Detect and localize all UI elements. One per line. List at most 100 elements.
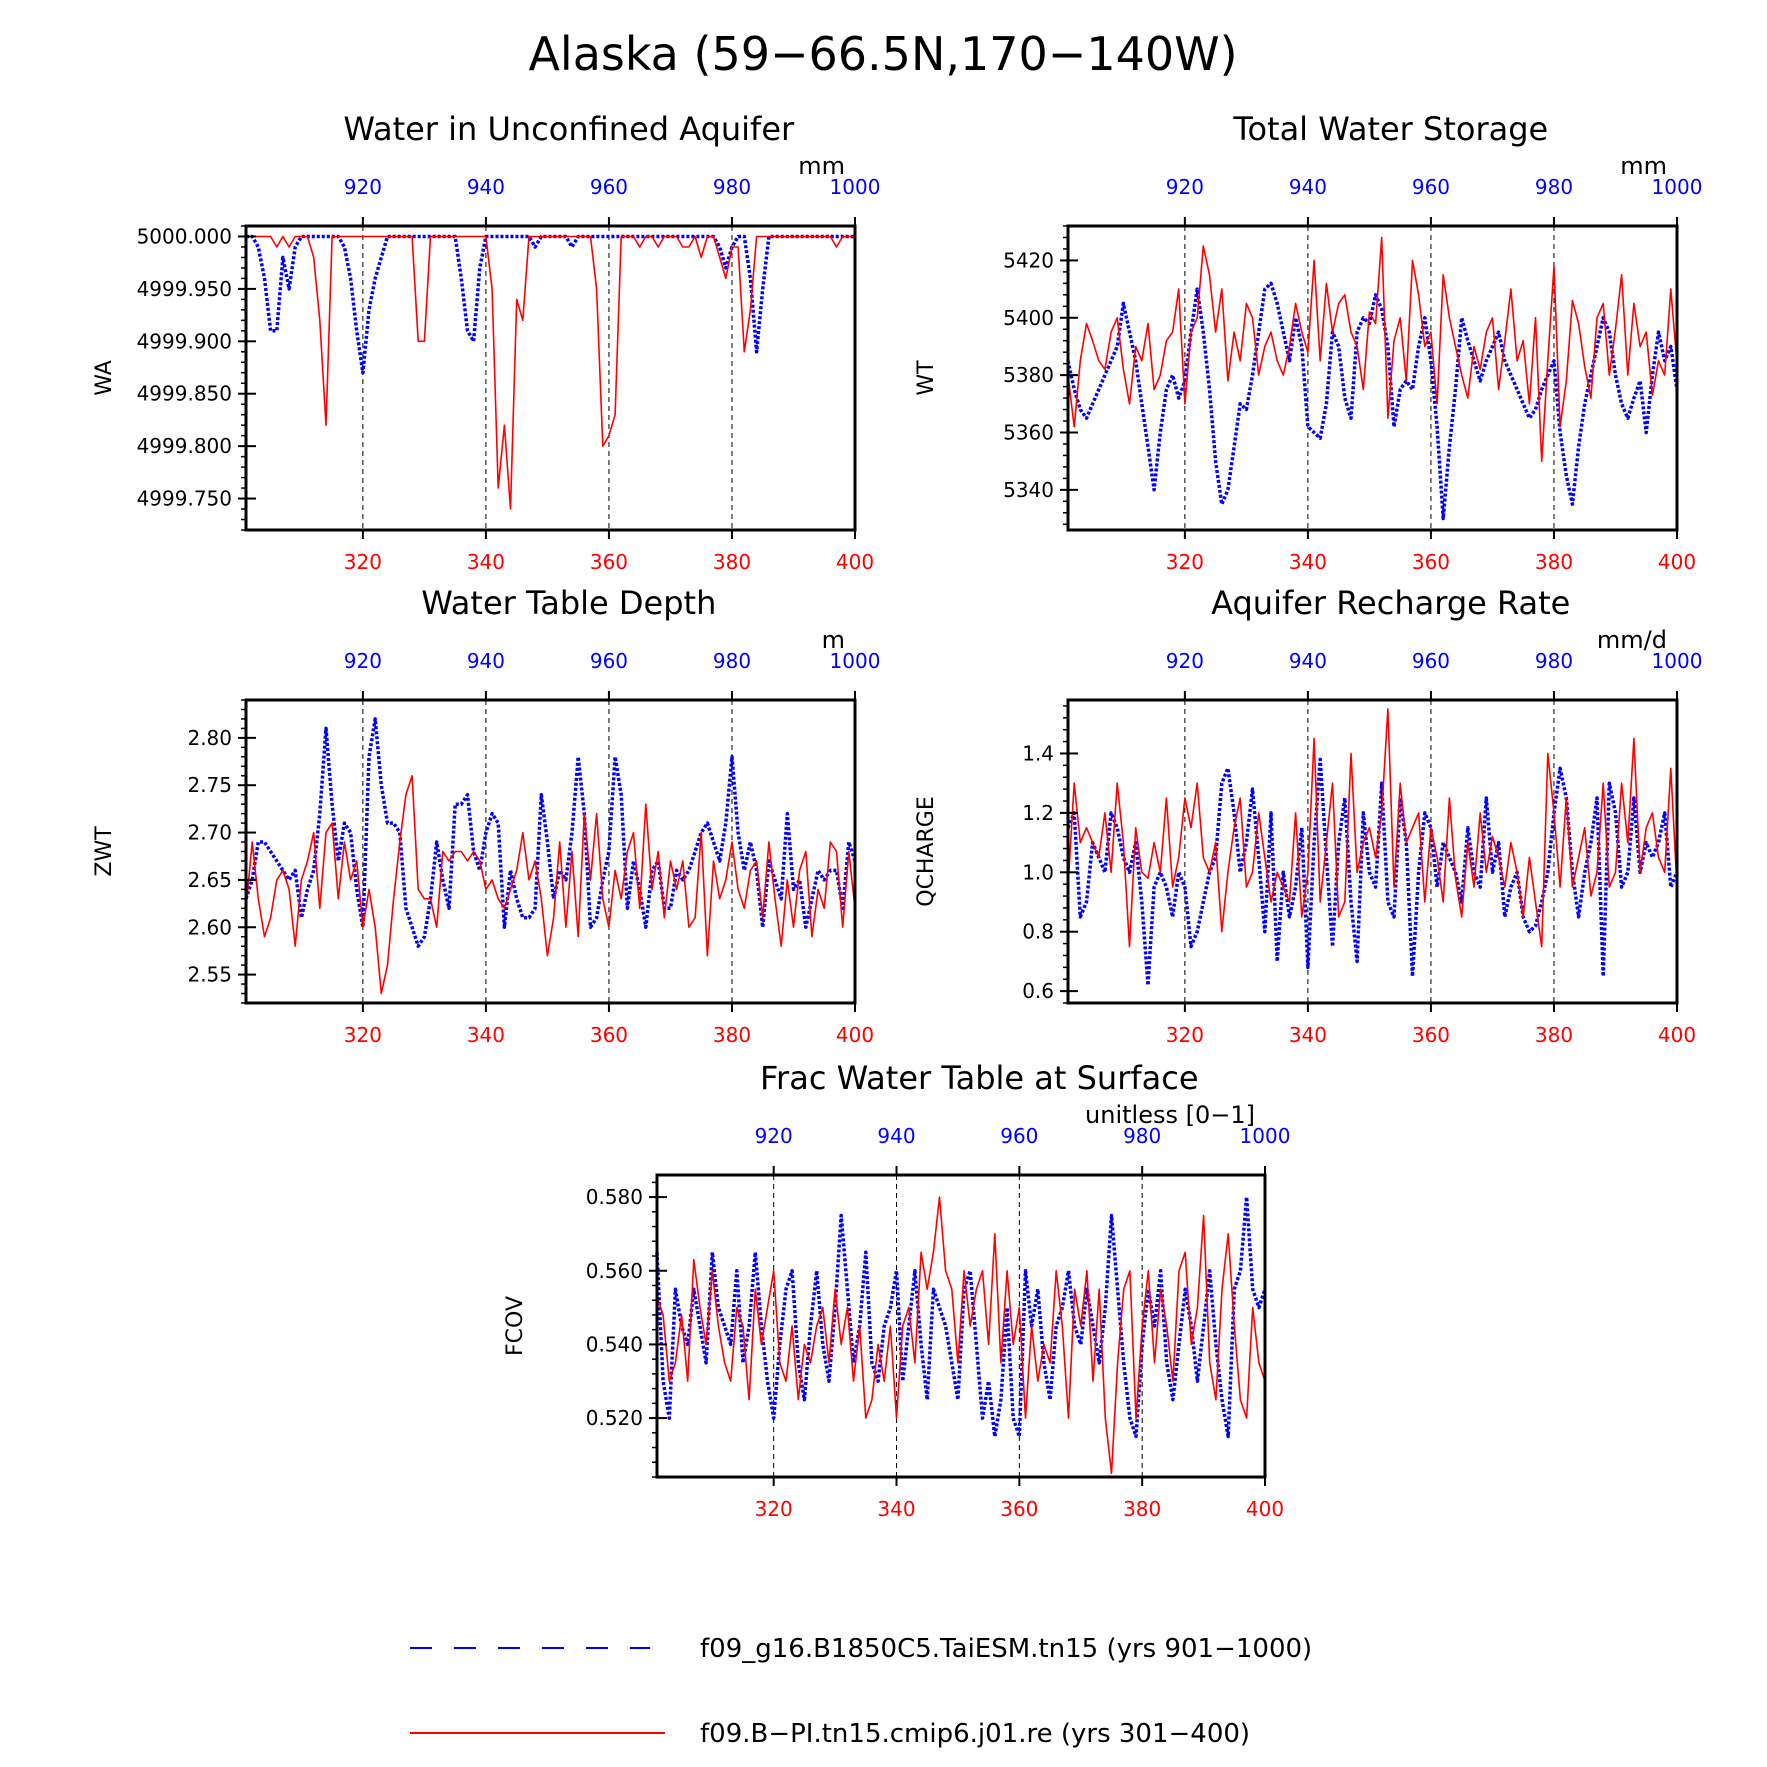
legend-case-label: f09_g16.B1850C5.TaiESM.tn15 (yrs 901−100… bbox=[700, 1634, 1312, 1664]
y-axis-label: QCHARGE bbox=[914, 796, 939, 907]
legend: f09_g16.B1850C5.TaiESM.tn15 (yrs 901−100… bbox=[410, 1634, 1312, 1749]
y-axis-label: WA bbox=[92, 360, 117, 396]
x-bottom-tick-label: 340 bbox=[1289, 1023, 1327, 1047]
y-axis-label: ZWT bbox=[92, 826, 117, 877]
y-tick-label: 4999.800 bbox=[137, 434, 232, 458]
base-series-line bbox=[656, 1196, 1266, 1475]
x-bottom-tick-label: 380 bbox=[713, 550, 751, 574]
x-top-tick-label: 960 bbox=[1000, 1124, 1038, 1148]
x-bottom-tick-label: 320 bbox=[344, 1023, 382, 1047]
units-label: m bbox=[822, 626, 845, 654]
x-bottom-tick-label: 340 bbox=[1289, 550, 1327, 574]
x-bottom-tick-label: 340 bbox=[467, 550, 505, 574]
y-tick-label: 2.55 bbox=[187, 963, 232, 987]
y-axis-label: WT bbox=[914, 360, 939, 396]
panel-title: Water in Unconfined Aquifer bbox=[343, 110, 795, 148]
x-bottom-tick-label: 360 bbox=[1412, 550, 1450, 574]
base-series-line bbox=[1067, 708, 1678, 948]
x-bottom-tick-label: 320 bbox=[1166, 1023, 1204, 1047]
plot-frame bbox=[244, 698, 857, 1005]
x-top-tick-label: 1000 bbox=[830, 649, 881, 673]
y-tick-label: 5360 bbox=[1003, 420, 1054, 444]
units-label: mm bbox=[798, 152, 845, 180]
y-tick-label: 4999.900 bbox=[137, 329, 232, 353]
x-bottom-tick-label: 340 bbox=[877, 1497, 915, 1521]
x-top-tick-label: 960 bbox=[1412, 649, 1450, 673]
panel-water-in-unconfined-aquifer: 4999.750 4999.800 4999.850 4999.900 4999.950… bbox=[92, 110, 880, 574]
units-label: mm bbox=[1620, 152, 1667, 180]
y-tick-label: 4999.950 bbox=[137, 277, 232, 301]
y-tick-label: 0.520 bbox=[586, 1406, 643, 1430]
x-bottom-tick-label: 400 bbox=[836, 1023, 874, 1047]
figure-title: Alaska (59−66.5N,170−140W) bbox=[528, 27, 1237, 81]
panel-title: Water Table Depth bbox=[421, 584, 716, 622]
panel-title: Frac Water Table at Surface bbox=[760, 1059, 1199, 1097]
x-top-tick-label: 960 bbox=[1412, 175, 1450, 199]
base-series-line bbox=[1067, 236, 1678, 463]
x-top-tick-label: 980 bbox=[1123, 1124, 1161, 1148]
x-top-tick-label: 920 bbox=[344, 175, 382, 199]
y-tick-label: 5400 bbox=[1003, 306, 1054, 330]
panel-title: Aquifer Recharge Rate bbox=[1211, 584, 1570, 622]
plot-frame bbox=[1066, 224, 1679, 532]
panel-water-table-depth: 2.55 2.60 2.65 2.70 2.75 2.80 320 340 360 380 400 9… bbox=[92, 584, 880, 1047]
x-bottom-tick-label: 400 bbox=[1658, 550, 1696, 574]
x-top-tick-label: 1000 bbox=[830, 175, 881, 199]
x-top-tick-label: 920 bbox=[1166, 175, 1204, 199]
x-top-tick-label: 920 bbox=[344, 649, 382, 673]
y-tick-label: 2.65 bbox=[187, 868, 232, 892]
y-tick-label: 2.70 bbox=[187, 821, 232, 845]
x-top-tick-label: 920 bbox=[755, 1124, 793, 1148]
y-tick-label: 0.580 bbox=[586, 1185, 643, 1209]
units-label: mm/d bbox=[1597, 626, 1667, 654]
x-bottom-tick-label: 320 bbox=[755, 1497, 793, 1521]
y-tick-label: 2.80 bbox=[187, 726, 232, 750]
x-top-tick-label: 960 bbox=[590, 649, 628, 673]
panel-title: Total Water Storage bbox=[1232, 110, 1548, 148]
x-top-tick-label: 920 bbox=[1166, 649, 1204, 673]
y-tick-label: 1.2 bbox=[1022, 801, 1054, 825]
x-top-tick-label: 940 bbox=[467, 649, 505, 673]
y-tick-label: 0.540 bbox=[586, 1332, 643, 1356]
plot-frame bbox=[1066, 698, 1679, 1005]
legend-base-label: f09.B−PI.tn15.cmip6.j01.re (yrs 301−400) bbox=[700, 1719, 1250, 1749]
panel-total-water-storage: 5340 5360 5380 5400 5420 320 340 360 380 400 920 94… bbox=[914, 110, 1702, 574]
plot-frame bbox=[655, 1173, 1267, 1479]
y-tick-label: 2.60 bbox=[187, 915, 232, 939]
x-bottom-tick-label: 360 bbox=[1000, 1497, 1038, 1521]
panels: 4999.750 4999.800 4999.850 4999.900 4999.950… bbox=[92, 110, 1702, 1521]
x-bottom-tick-label: 360 bbox=[590, 550, 628, 574]
y-tick-label: 1.4 bbox=[1022, 741, 1054, 765]
x-bottom-tick-label: 320 bbox=[1166, 550, 1204, 574]
x-bottom-tick-label: 360 bbox=[1412, 1023, 1450, 1047]
y-tick-label: 5380 bbox=[1003, 363, 1054, 387]
x-bottom-tick-label: 380 bbox=[1535, 550, 1573, 574]
y-axis-label: FCOV bbox=[503, 1296, 528, 1356]
x-bottom-tick-label: 340 bbox=[467, 1023, 505, 1047]
y-tick-label: 5340 bbox=[1003, 478, 1054, 502]
x-top-tick-label: 980 bbox=[1535, 649, 1573, 673]
x-top-tick-label: 960 bbox=[590, 175, 628, 199]
base-series-line bbox=[245, 774, 856, 995]
x-top-tick-label: 1000 bbox=[1652, 175, 1703, 199]
panel-aquifer-recharge-rate: 0.6 0.8 1.0 1.2 1.4 320 340 360 380 400 920 940 960 9… bbox=[914, 584, 1702, 1047]
x-top-tick-label: 940 bbox=[467, 175, 505, 199]
x-top-tick-label: 1000 bbox=[1652, 649, 1703, 673]
x-bottom-tick-label: 320 bbox=[344, 550, 382, 574]
y-tick-label: 5000.000 bbox=[137, 224, 232, 248]
case-series-line bbox=[244, 717, 857, 948]
plot-frame bbox=[244, 224, 857, 532]
y-tick-label: 1.0 bbox=[1022, 860, 1054, 884]
x-top-tick-label: 980 bbox=[1535, 175, 1573, 199]
x-bottom-tick-label: 400 bbox=[1658, 1023, 1696, 1047]
y-tick-label: 5420 bbox=[1003, 248, 1054, 272]
x-bottom-tick-label: 400 bbox=[836, 550, 874, 574]
x-top-tick-label: 940 bbox=[877, 1124, 915, 1148]
units-label: unitless [0−1] bbox=[1085, 1101, 1255, 1129]
case-series-line bbox=[655, 1195, 1267, 1439]
x-bottom-tick-label: 380 bbox=[713, 1023, 751, 1047]
x-bottom-tick-label: 360 bbox=[590, 1023, 628, 1047]
x-top-tick-label: 940 bbox=[1289, 175, 1327, 199]
y-tick-label: 0.6 bbox=[1022, 979, 1054, 1003]
